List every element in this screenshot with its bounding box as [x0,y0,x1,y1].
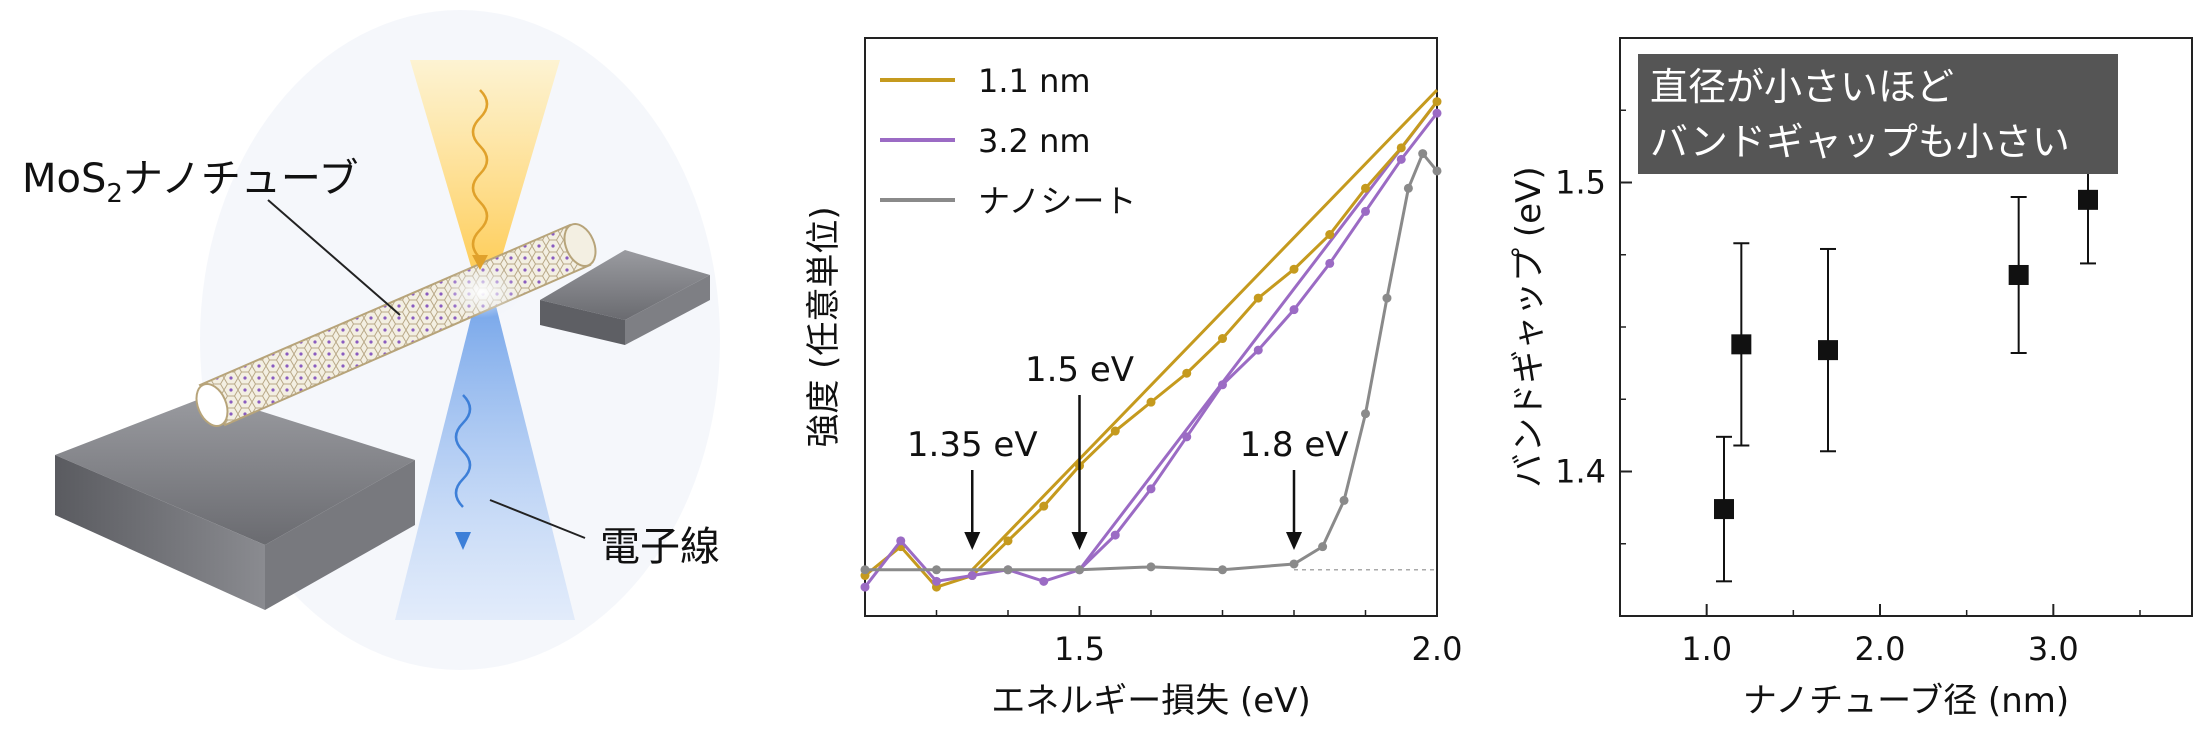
data-point [1339,495,1349,505]
data-point [1318,542,1328,552]
left-electrode [55,395,415,545]
bandgap-chart: 1.0 2.0 3.0 1.4 1.5 直径が小さいほど バンドギャップも小さい ナノチ… [1509,37,2193,721]
eels-spectrum-chart: 1.35 eV 1.5 eV 1.8 eV 1.5 2.0 1.1 nm 3.2 nm ナノ… [804,37,1463,721]
fit-line-1 [1078,100,1439,571]
data-point [1432,97,1442,107]
x-tick-label: 2.0 [1855,630,1906,668]
data-point [1418,149,1428,159]
bandgap-x-axis-label: ナノチューブ径 (nm) [1743,681,2069,721]
data-point [1182,368,1192,378]
data-point [1289,305,1299,315]
data-point [1218,334,1227,344]
data-point [1218,565,1227,575]
data-point [1253,293,1263,303]
data-point [860,582,870,592]
annotation-line-2: バンドギャップも小さい [1650,120,2070,164]
arrow-down-icon [472,255,488,270]
arrow-down-icon [964,532,981,550]
x-tick-label: 3.0 [2028,630,2079,668]
data-point [1253,345,1263,355]
x-tick-label: 1.0 [1681,630,1732,668]
data-point [1003,565,1013,575]
data-point [1182,432,1192,442]
fit-line-0 [971,88,1439,571]
incoming-beam [410,60,560,280]
arrow-down-icon [1071,532,1088,550]
x-tick-label: 2.0 [1412,630,1463,668]
annotation-label: 1.35 eV [907,425,1038,465]
data-point [1396,154,1406,164]
data-point [1110,426,1120,436]
legend-label: ナノシート [978,182,1136,220]
data-point [1818,340,1838,361]
arrow-down-icon [455,532,471,550]
data-point [1039,501,1049,511]
data-point [1039,576,1049,586]
data-point [967,571,977,581]
series-line-2 [865,150,1439,572]
data-point [1361,206,1370,216]
electron-beam [395,290,575,620]
beam-label: 電子線 [600,524,720,570]
right-electrode [540,250,710,320]
beam-leader-line [489,499,586,539]
data-point [1396,143,1406,153]
data-point [1361,183,1370,193]
bandgap-y-axis-label: バンドギャップ (eV) [1509,166,1549,487]
y-tick-label: 1.5 [1555,164,1606,202]
spectrum-x-axis-label: エネルギー損失 (eV) [991,681,1311,721]
nanotube-illustration: MoS2ナノチューブ 電子線 [22,10,720,670]
data-point [1003,536,1013,546]
data-point [1432,108,1442,118]
annotation-label: 1.8 eV [1239,425,1348,465]
data-point [1218,380,1227,390]
photon-wave [471,89,489,259]
annotation-label: 1.5 eV [1025,350,1134,390]
electron-wave [454,394,472,508]
data-point [1146,562,1156,572]
data-point [1325,258,1335,268]
legend-label: 3.2 nm [978,122,1091,160]
data-point [1146,484,1156,494]
data-point [1110,530,1120,540]
data-point [1325,230,1335,240]
x-tick-label: 1.5 [1054,630,1105,668]
data-point [860,565,870,575]
spectrum-y-axis-label: 強度 (任意単位) [804,206,844,447]
data-point [2078,189,2098,210]
data-point [1146,397,1156,407]
tube-leader-line [267,199,401,316]
data-point [1075,565,1084,575]
bandgap-annotation: 直径が小さいほど バンドギャップも小さい [1638,54,2118,174]
legend-label: 1.1 nm [978,62,1091,100]
spectrum-plot-frame [864,37,1438,617]
y-tick-label: 1.4 [1555,453,1606,491]
annotation-line-1: 直径が小さいほど [1650,65,1954,109]
data-point [1403,183,1413,193]
data-point [896,536,906,546]
data-point [1731,334,1752,355]
data-point [1289,559,1299,569]
data-point [2008,264,2029,285]
data-point [1714,499,1734,520]
data-point [1289,264,1299,274]
data-point [932,565,941,575]
data-point [1361,409,1370,419]
data-point [932,576,941,586]
data-point [1432,166,1442,176]
arrow-down-icon [1286,532,1302,550]
tube-label: MoS2ナノチューブ [22,156,359,209]
data-point [1382,293,1392,303]
